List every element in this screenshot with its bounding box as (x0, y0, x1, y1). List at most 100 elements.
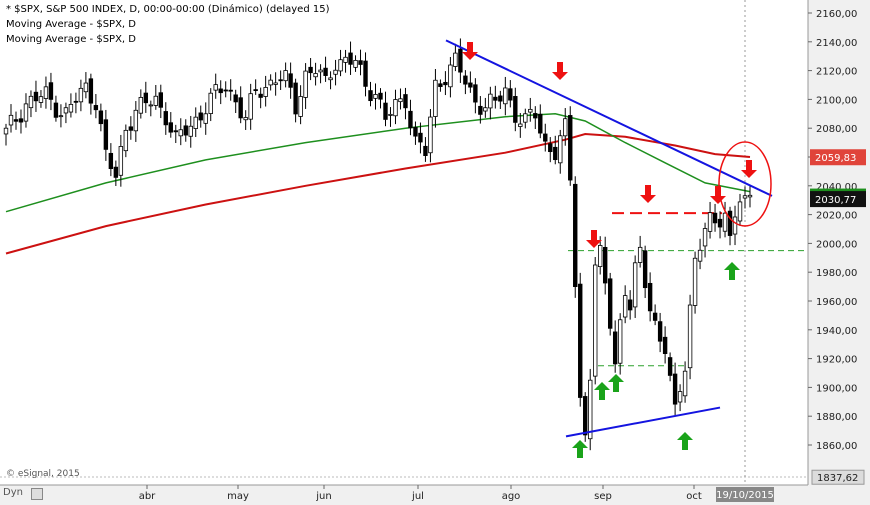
candle-down (652, 312, 658, 321)
candle-down (348, 52, 353, 65)
candle-down (662, 336, 668, 355)
candle-down (128, 126, 134, 131)
dyn-label[interactable]: Dyn (3, 487, 23, 498)
candle-down (383, 102, 388, 120)
candle-up (148, 104, 154, 107)
candle-down (308, 66, 313, 74)
legend-title: * $SPX, S&P 500 INDEX, D, 00:00-00:00 (D… (6, 4, 330, 15)
candle-up (677, 391, 683, 403)
candle-down (647, 282, 653, 312)
down-arrow-icon (586, 230, 602, 248)
y-tick-label: 1960,00 (816, 297, 857, 308)
candle-down (103, 119, 109, 150)
candle-up (118, 146, 124, 176)
candle-down (218, 88, 223, 94)
candle-up (63, 107, 69, 114)
candle-up (448, 64, 453, 88)
candle-down (458, 48, 463, 73)
candle-down (667, 357, 673, 376)
candle-down (48, 82, 54, 100)
candle-down (498, 95, 503, 102)
y-tick-label: 1940,00 (816, 326, 857, 337)
candle-down (553, 146, 558, 161)
ma-long-value-label-box (810, 149, 866, 166)
candle-up (248, 93, 253, 120)
legend-ma-2: Moving Average - $SPX, D (6, 34, 136, 45)
candle-down (538, 113, 543, 134)
highlight-ellipse (718, 141, 772, 227)
candle-down (642, 250, 648, 289)
y-tick-label: 2140,00 (816, 38, 857, 49)
candle-down (33, 91, 39, 102)
candle-up (398, 98, 403, 103)
candle-down (612, 331, 618, 365)
candle-up (373, 94, 378, 99)
candle-up (682, 370, 688, 397)
candle-down (168, 122, 173, 133)
candle-up (558, 135, 563, 164)
x-tick-label: sep (594, 491, 612, 502)
candle-up (563, 118, 568, 137)
candle-down (423, 145, 428, 157)
candle-down (408, 110, 413, 129)
candle-up (353, 59, 358, 68)
candle-up (622, 295, 628, 318)
candle-up (78, 87, 84, 103)
candle-up (298, 96, 303, 117)
down-arrow-icon (710, 186, 726, 204)
candle-up (518, 123, 523, 127)
y-tick-label: 1980,00 (816, 268, 857, 279)
candle-up (338, 59, 343, 72)
candle-up (318, 69, 323, 73)
y-min-label-box (811, 469, 865, 485)
candle-down (548, 143, 553, 153)
y-min-label: 1837,62 (817, 473, 858, 484)
y-tick-label: 2000,00 (816, 239, 857, 250)
candle-down (113, 166, 119, 178)
candle-down (413, 126, 418, 137)
candle-up (483, 107, 488, 112)
candle-down (543, 133, 548, 142)
candle-down (468, 82, 473, 88)
candle-up (393, 99, 398, 117)
up-arrow-icon (572, 440, 588, 458)
candle-down (438, 83, 443, 87)
candle-up (188, 125, 193, 137)
x-tick-label: oct (686, 491, 702, 502)
dyn-toggle[interactable] (31, 488, 43, 500)
candle-up (38, 96, 44, 103)
candle-down (578, 283, 583, 398)
candle-up (28, 95, 34, 109)
candle-up (692, 257, 698, 306)
candle-up (523, 113, 528, 123)
candle-down (108, 152, 114, 169)
candle-up (203, 113, 208, 124)
candle-down (278, 79, 283, 82)
candle-down (163, 111, 168, 126)
candle-up (687, 304, 693, 369)
candle-up (598, 245, 603, 268)
candle-down (18, 118, 24, 123)
candle-up (243, 117, 248, 121)
candle-down (53, 102, 59, 118)
candle-down (73, 100, 79, 103)
legend-ma-1: Moving Average - $SPX, D (6, 19, 136, 30)
y-tick-label: 1880,00 (816, 412, 857, 423)
candle-down (173, 130, 178, 133)
candle-down (568, 115, 573, 181)
candle-down (13, 119, 19, 122)
y-tick-label: 2080,00 (816, 124, 857, 135)
candle-down (657, 321, 663, 342)
x-tick-label: ago (502, 491, 521, 502)
candle-down (143, 92, 149, 104)
candle-down (607, 278, 613, 329)
candle-down (358, 60, 363, 65)
candle-up (313, 73, 318, 78)
y-tick-label: 1920,00 (816, 355, 857, 366)
up-arrow-icon (677, 432, 693, 450)
candle-down (88, 78, 94, 104)
candle-up (722, 212, 728, 232)
candle-down (323, 67, 328, 76)
